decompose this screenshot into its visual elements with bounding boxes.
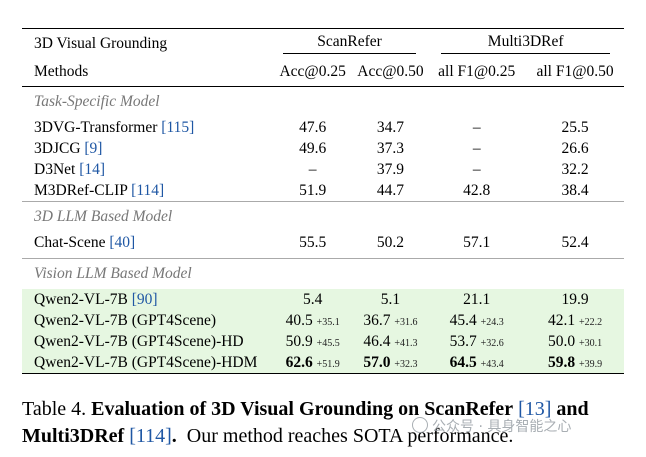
cell: 34.7 xyxy=(376,118,404,136)
metric-header: all F1@0.25 xyxy=(438,63,516,80)
method-name: Qwen2-VL-7B (GPT4Scene) xyxy=(22,310,272,331)
cell: 42.8 xyxy=(463,181,491,199)
cell: 26.6 xyxy=(561,139,589,157)
citation-link[interactable]: [40] xyxy=(109,233,136,251)
cell: 46.4 +41.3 xyxy=(353,331,428,352)
cell: 64.5 +43.4 xyxy=(427,352,527,374)
metric-header: all F1@0.50 xyxy=(536,63,614,80)
citation-link[interactable]: [9] xyxy=(84,139,103,157)
cell: 36.7 +31.6 xyxy=(353,310,428,331)
citation-link[interactable]: [13] xyxy=(518,398,552,420)
citation-link[interactable]: [14] xyxy=(79,160,106,178)
table-row: Qwen2-VL-7B [90] 5.4 5.1 21.1 19.9 xyxy=(22,289,624,310)
delta-badge: +41.3 xyxy=(394,337,418,349)
metric-header: Acc@0.50 xyxy=(357,63,424,80)
cell: 21.1 xyxy=(427,289,527,310)
cell: 50.2 xyxy=(376,233,404,251)
cell: 37.9 xyxy=(376,160,404,178)
cell: 49.6 xyxy=(299,139,327,157)
method-name: 3DJCG xyxy=(34,139,81,157)
table-row: D3Net [14] – 37.9 – 32.2 xyxy=(22,159,624,180)
citation-link[interactable]: [114] xyxy=(131,181,165,199)
delta-badge: +51.9 xyxy=(316,358,340,370)
cell: 52.4 xyxy=(561,233,589,251)
cell: 50.0 +30.1 xyxy=(526,331,624,352)
method-name: Chat-Scene xyxy=(34,233,106,251)
wechat-icon xyxy=(412,417,428,433)
method-name: Qwen2-VL-7B xyxy=(34,290,128,308)
cell: 51.9 xyxy=(299,181,327,199)
multi3dref-group-header: Multi3DRef xyxy=(427,28,624,58)
delta-badge: +32.3 xyxy=(394,358,418,370)
cell: 19.9 xyxy=(526,289,624,310)
table-row: Qwen2-VL-7B (GPT4Scene)-HD 50.9 +45.5 46… xyxy=(22,331,624,352)
cell: 5.4 xyxy=(271,289,354,310)
cell: – xyxy=(472,118,481,136)
scanrefer-group-header: ScanRefer xyxy=(271,28,428,58)
section-title: 3D LLM Based Model xyxy=(22,201,624,232)
method-name: Qwen2-VL-7B (GPT4Scene)-HD xyxy=(22,331,272,352)
delta-badge: +45.5 xyxy=(316,337,340,349)
metric-header: Acc@0.25 xyxy=(279,63,346,80)
delta-badge: +24.3 xyxy=(480,316,504,328)
table-row: Chat-Scene [40] 55.5 50.2 57.1 52.4 xyxy=(22,232,624,253)
table-row: 3DVG-Transformer [115] 47.6 34.7 – 25.5 xyxy=(22,117,624,138)
table-row: Qwen2-VL-7B (GPT4Scene) 40.5 +35.1 36.7 … xyxy=(22,310,624,331)
cell: – xyxy=(472,139,481,157)
cell: 5.1 xyxy=(353,289,428,310)
cell: 53.7 +32.6 xyxy=(427,331,527,352)
cell: 40.5 +35.1 xyxy=(271,310,354,331)
citation-link[interactable]: [114] xyxy=(129,425,172,447)
cell: 37.3 xyxy=(376,139,404,157)
cell: – xyxy=(308,160,317,178)
cell: 62.6 +51.9 xyxy=(271,352,354,374)
delta-badge: +43.4 xyxy=(480,358,504,370)
section-title: Vision LLM Based Model xyxy=(22,258,624,289)
cell: 38.4 xyxy=(561,181,589,199)
caption-rest: Our method reaches SOTA performance. xyxy=(186,425,514,447)
table-row: M3DRef-CLIP [114] 51.9 44.7 42.8 38.4 xyxy=(22,180,624,202)
delta-badge: +30.1 xyxy=(578,337,603,349)
task-title: 3D Visual Grounding xyxy=(22,28,272,58)
cell: 57.1 xyxy=(463,233,491,251)
citation-link[interactable]: [115] xyxy=(161,118,195,136)
caption-label: Table 4. xyxy=(22,398,87,420)
table-row: 3DJCG [9] 49.6 37.3 – 26.6 xyxy=(22,138,624,159)
table-row: Qwen2-VL-7B (GPT4Scene)-HDM 62.6 +51.9 5… xyxy=(22,352,624,374)
method-name: 3DVG-Transformer xyxy=(34,118,158,136)
cell: 50.9 +45.5 xyxy=(271,331,354,352)
cell: 32.2 xyxy=(561,160,589,178)
method-name: M3DRef-CLIP xyxy=(34,181,128,199)
table-caption: Table 4. Evaluation of 3D Visual Groundi… xyxy=(22,398,589,447)
caption-bold-2: and Multi3DRef xyxy=(22,398,589,447)
method-name: D3Net xyxy=(34,160,76,178)
delta-badge: +35.1 xyxy=(316,316,340,328)
cell: 44.7 xyxy=(376,181,404,199)
cell: 57.0 +32.3 xyxy=(353,352,428,374)
methods-header: Methods xyxy=(34,63,89,80)
method-name: Qwen2-VL-7B (GPT4Scene)-HDM xyxy=(22,352,272,374)
delta-badge: +32.6 xyxy=(480,337,504,349)
delta-badge: +31.6 xyxy=(394,316,418,328)
cell: 47.6 xyxy=(299,118,327,136)
delta-badge: +39.9 xyxy=(578,358,603,370)
cell: 59.8 +39.9 xyxy=(526,352,624,374)
cell: 25.5 xyxy=(561,118,589,136)
watermark: 公众号 · 具身智能之心 xyxy=(412,416,571,436)
section-title: Task-Specific Model xyxy=(22,86,624,117)
cell: 45.4 +24.3 xyxy=(427,310,527,331)
citation-link[interactable]: [90] xyxy=(131,290,158,308)
delta-badge: +22.2 xyxy=(578,316,603,328)
cell: 55.5 xyxy=(299,233,327,251)
cell: 42.1 +22.2 xyxy=(526,310,624,331)
results-table: 3D Visual Grounding ScanRefer Multi3DRef… xyxy=(22,28,624,374)
cell: – xyxy=(472,160,481,178)
caption-bold-1: Evaluation of 3D Visual Grounding on Sca… xyxy=(91,398,514,420)
